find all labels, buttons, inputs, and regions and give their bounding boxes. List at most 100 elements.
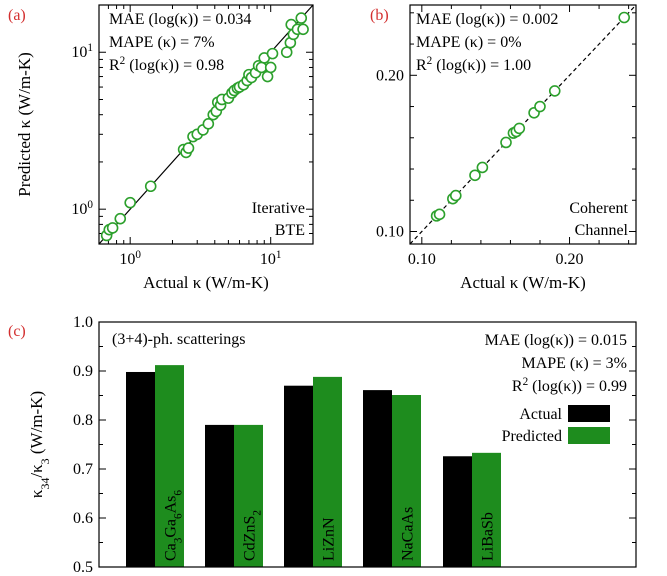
y-tick-label: 0.5	[73, 559, 93, 576]
text-run: 6	[173, 513, 185, 519]
text-run: 10	[260, 251, 276, 268]
legend-swatch-predicted	[568, 427, 610, 444]
annotation-mape: MAPE (κ) = 0%	[416, 34, 522, 51]
y-tick-label: 1.0	[73, 314, 93, 331]
text-run: R	[109, 57, 120, 74]
x-tick-label: 0.20	[556, 251, 584, 268]
text-run: /κ	[27, 464, 46, 478]
corner-text-line1: Coherent	[569, 200, 628, 217]
data-point	[114, 212, 127, 225]
x-axis-label: Actual κ (W/m-K)	[460, 273, 586, 292]
data-point	[513, 122, 526, 135]
data-point	[106, 222, 119, 234]
bar-predicted	[234, 424, 263, 567]
text-run: 10	[71, 44, 87, 61]
legend-label-predicted: Predicted	[502, 428, 562, 445]
annotation-mape: MAPE (κ) = 3%	[521, 355, 627, 372]
bar-actual	[363, 390, 392, 567]
text-run: 10	[119, 251, 135, 268]
data-point	[297, 23, 309, 36]
text-run: 1	[276, 249, 282, 261]
bar-actual	[284, 385, 313, 567]
text-run: 6	[173, 490, 185, 496]
text-run: Ca	[163, 543, 180, 561]
annotation-r2: R2 (log(κ)) = 1.00	[416, 55, 531, 74]
data-point	[295, 12, 308, 24]
data-point	[548, 85, 561, 97]
data-point	[182, 142, 195, 154]
text-run: 10	[71, 201, 87, 218]
data-point	[500, 136, 512, 149]
text-run: κ	[27, 489, 46, 498]
text-run: R	[512, 378, 523, 395]
bar-actual	[443, 456, 472, 567]
panel-b: 0.10 0.20 0.10 0.20 (b) MAE (log(κ)) = 0.002 M…	[370, 4, 637, 292]
text-run: 2	[523, 376, 529, 388]
text-run: 3	[173, 537, 185, 543]
text-run: 0	[87, 199, 93, 211]
text-run: NaCaAs	[400, 507, 417, 561]
text-run: LiBaSb	[480, 512, 497, 561]
text-run: 3	[38, 458, 52, 464]
text-run: 0	[135, 249, 141, 261]
y-tick-label: 100	[71, 199, 93, 218]
bar-predicted	[392, 395, 421, 567]
y-tick-label: 0.9	[73, 363, 93, 380]
data-point	[476, 161, 489, 174]
text-run: (log(κ)) = 1.00	[432, 57, 531, 74]
data-point	[202, 117, 215, 130]
text-run: (W/m-K)	[27, 391, 46, 459]
category-label: LiZnN	[321, 517, 338, 561]
text-run: LiZnN	[321, 517, 338, 561]
category-label: LiBaSb	[480, 512, 497, 561]
panel-letter: (b)	[370, 7, 389, 24]
data-point	[618, 11, 630, 24]
data-point	[449, 189, 462, 202]
category-label: Ca3Ga6As6	[163, 490, 185, 561]
data-point	[264, 61, 277, 74]
bar-predicted	[155, 365, 184, 567]
x-axis-label: Actual κ (W/m-K)	[143, 273, 269, 292]
corner-text-line1: Iterative	[252, 200, 305, 217]
legend-swatch-actual	[568, 405, 610, 422]
chart-title: (3+4)-ph. scatterings	[112, 331, 245, 348]
text-run: (log(κ)) = 0.98	[125, 57, 224, 74]
plot-frame	[409, 4, 637, 245]
data-point	[124, 196, 136, 209]
text-run: 2	[427, 55, 433, 67]
text-run: 2	[252, 510, 264, 516]
corner-text-line2: BTE	[275, 222, 305, 239]
annotation-r2: R2 (log(κ)) = 0.99	[512, 376, 627, 395]
data-point	[469, 169, 481, 182]
corner-text-line2: Channel	[575, 222, 629, 239]
text-run: 34	[38, 478, 52, 490]
bar-actual	[205, 424, 234, 567]
text-run: CdZnS	[242, 516, 259, 561]
annotation-mae: MAE (log(κ)) = 0.015	[485, 332, 627, 349]
text-run: Ga	[163, 519, 180, 538]
y-axis-label: κ34/κ3 (W/m-K)	[27, 391, 52, 498]
x-tick-label: 100	[119, 249, 141, 268]
text-run: 1	[87, 42, 93, 54]
annotation-mape: MAPE (κ) = 7%	[109, 34, 215, 51]
text-run: R	[416, 57, 427, 74]
bar-predicted	[472, 452, 501, 567]
data-point	[266, 47, 279, 60]
y-tick-label: 0.7	[73, 461, 93, 478]
data-point	[433, 208, 446, 221]
x-tick-label: 101	[260, 249, 282, 268]
annotation-mae: MAE (log(κ)) = 0.034	[109, 11, 251, 28]
data-point	[144, 180, 157, 193]
y-tick-label: 0.8	[73, 412, 93, 429]
x-tick-label: 0.10	[408, 251, 436, 268]
legend-label-actual: Actual	[519, 406, 562, 423]
panel-letter: (c)	[8, 323, 26, 340]
text-run: 2	[120, 55, 126, 67]
y-tick-label: 101	[71, 42, 93, 61]
category-label: CdZnS2	[242, 510, 264, 561]
text-run: (log(κ)) = 0.99	[528, 378, 627, 395]
y-tick-label: 0.20	[376, 67, 404, 84]
